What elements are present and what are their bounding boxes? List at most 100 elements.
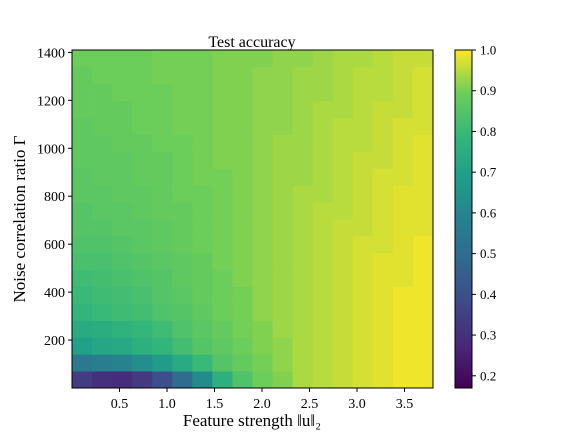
heatmap-cell (252, 66, 273, 85)
heatmap-cell (412, 117, 434, 135)
heatmap-cell (292, 337, 314, 355)
heatmap-cell (232, 219, 253, 237)
heatmap-cell (232, 134, 253, 152)
heatmap-cell (292, 134, 314, 152)
heatmap-cell (132, 185, 153, 203)
heatmap-cell (312, 219, 334, 237)
heatmap-cell (72, 320, 93, 338)
heatmap-cell (412, 320, 434, 338)
heatmap-cell (92, 269, 113, 287)
heatmap-cell (232, 202, 253, 220)
heatmap-cell (412, 50, 434, 68)
heatmap-cell (292, 252, 314, 271)
heatmap-cell (212, 202, 233, 220)
heatmap-cell (272, 66, 294, 85)
heatmap-cell (212, 320, 233, 338)
heatmap-cell (372, 117, 394, 135)
heatmap-cell (72, 252, 93, 271)
heatmap-cell (372, 151, 394, 169)
heatmap-cell (132, 134, 153, 152)
y-tick-label: 200 (44, 334, 65, 349)
heatmap-cell (252, 269, 273, 287)
heatmap-cell (372, 100, 394, 118)
heatmap-cell (172, 117, 193, 135)
heatmap-cell (412, 100, 434, 118)
heatmap-cell (332, 134, 354, 152)
heatmap-cell (292, 219, 314, 237)
x-axis-label: Feature strength ‖u‖₂ (183, 411, 321, 430)
heatmap-cell (132, 252, 153, 271)
heatmap-cell (312, 252, 334, 271)
heatmap-cell (212, 66, 233, 85)
heatmap-cell (272, 235, 294, 254)
heatmap-cell (132, 303, 153, 321)
heatmap-cell (392, 303, 414, 321)
heatmap-cell (372, 134, 394, 152)
heatmap-cell (132, 66, 153, 85)
heatmap-cell (152, 66, 173, 85)
heatmap-cell (352, 117, 374, 135)
heatmap-cell (152, 185, 173, 203)
heatmap-cell (272, 151, 294, 169)
heatmap-cell (92, 286, 113, 304)
heatmap-cell (292, 100, 314, 118)
heatmap-cell (192, 320, 213, 338)
heatmap-cell (252, 117, 273, 135)
heatmap-cell (172, 371, 193, 389)
heatmap-cell (232, 303, 253, 321)
heatmap-cell (392, 219, 414, 237)
heatmap-cell (212, 151, 233, 169)
heatmap-cell (292, 168, 314, 186)
heatmap-cell (152, 269, 173, 287)
heatmap-cell (172, 100, 193, 118)
heatmap-cell (112, 202, 133, 220)
heatmap-cell (152, 83, 173, 102)
heatmap-cell (252, 320, 273, 338)
heatmap-cell (152, 354, 173, 372)
colorbar-tick-label: 0.4 (480, 287, 497, 302)
heatmap-cell (112, 235, 133, 254)
heatmap-cell (192, 337, 213, 355)
heatmap-cell (232, 269, 253, 287)
heatmap-cell (232, 50, 253, 68)
heatmap-cell (412, 185, 434, 203)
heatmap-cell (72, 151, 93, 169)
heatmap-cell (192, 269, 213, 287)
heatmap-cell (112, 337, 133, 355)
x-tick-label: 1.5 (206, 397, 224, 412)
heatmap-cell (72, 269, 93, 287)
heatmap-cell (352, 303, 374, 321)
heatmap-cell (372, 50, 394, 68)
heatmap-cell (392, 320, 414, 338)
heatmap-cell (292, 117, 314, 135)
heatmap-cell (272, 269, 294, 287)
heatmap-cell (192, 354, 213, 372)
heatmap-cell (372, 303, 394, 321)
heatmap-cell (72, 337, 93, 355)
heatmap-cell (112, 252, 133, 271)
heatmap-cell (352, 235, 374, 254)
heatmap-cell (92, 134, 113, 152)
heatmap-cell (232, 320, 253, 338)
plot-frame (71, 49, 434, 389)
heatmap-cell (312, 134, 334, 152)
heatmap-cell (252, 354, 273, 372)
heatmap-cell (372, 185, 394, 203)
heatmap-cell (252, 185, 273, 203)
heatmap-cell (252, 303, 273, 321)
heatmap-cell (392, 185, 414, 203)
heatmap-cell (252, 252, 273, 271)
heatmap-cell (312, 100, 334, 118)
heatmap-cell (272, 337, 294, 355)
heatmap-cell (252, 235, 273, 254)
heatmap-cell (192, 83, 213, 102)
heatmap-cell (332, 354, 354, 372)
heatmap-cell (92, 151, 113, 169)
heatmap-cell (392, 168, 414, 186)
heatmap-cell (352, 337, 374, 355)
heatmap-cell (92, 354, 113, 372)
colorbar-tick-label: 0.3 (480, 328, 496, 343)
heatmap-cell (292, 151, 314, 169)
heatmap-cell (392, 117, 414, 135)
heatmap-cell (152, 252, 173, 271)
